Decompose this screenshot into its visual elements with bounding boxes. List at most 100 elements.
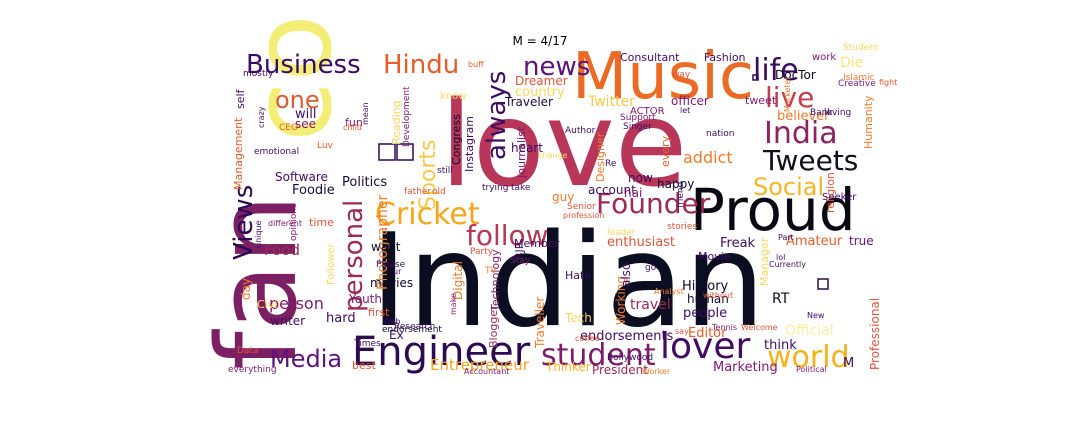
word-journalist: Journalist	[515, 126, 528, 179]
word-every: every	[659, 135, 672, 167]
word-crazy: crazy	[257, 106, 266, 128]
word-m: M	[843, 356, 854, 371]
word-true: true	[849, 234, 874, 248]
word-software: Software	[275, 170, 328, 184]
word-opinions: opinions	[289, 203, 299, 241]
word-times: Times	[353, 339, 381, 349]
word-traveller: Traveller	[533, 297, 547, 349]
word-political: Political	[796, 365, 827, 374]
word-re: Re	[605, 159, 617, 169]
word-one: one	[275, 86, 320, 114]
word-self: self	[234, 88, 247, 109]
word-follower: Follower	[326, 242, 337, 285]
word-trying: trying	[482, 183, 508, 193]
word-working: Working	[614, 276, 628, 325]
word-live: live	[765, 81, 814, 114]
word-technology: Technology	[489, 249, 502, 312]
word-friend: friend	[676, 182, 686, 208]
word-indian: Indian	[370, 207, 765, 356]
word-tv: TV	[484, 266, 497, 276]
word-founder: Founder	[596, 187, 711, 220]
word-world: world	[767, 340, 850, 375]
word-amateur: Amateur	[786, 234, 843, 249]
word-without: without	[703, 291, 733, 300]
word-religion: religion	[824, 172, 837, 213]
word-travel: travel	[630, 297, 671, 313]
word-management: Management	[232, 117, 245, 190]
word-stay: Stay	[510, 256, 531, 266]
word-singer: Singer	[623, 122, 652, 132]
word-people: people	[683, 306, 727, 321]
word-social: Social	[753, 173, 824, 201]
word-professional: Professional	[868, 298, 882, 370]
word-hate: Hate	[565, 269, 591, 282]
word-guy: guy	[552, 190, 574, 204]
word-fashion: Fashion	[704, 51, 746, 64]
word-freak: Freak	[720, 236, 756, 251]
word-best: best	[352, 359, 376, 372]
word-say: say	[675, 327, 689, 336]
word-work: work	[812, 52, 836, 63]
word-part: Part	[778, 233, 794, 242]
word-new: New	[807, 311, 825, 320]
word-think: think	[764, 338, 797, 353]
word-human: human	[687, 292, 729, 306]
word-proud: Proud	[690, 176, 856, 244]
word-manager: Manager	[758, 237, 771, 286]
word-bollywood: Bollywood	[607, 353, 653, 363]
word-heart: heart	[511, 141, 543, 155]
word-loving: loving	[824, 108, 851, 118]
word-traveler: Traveler	[504, 95, 553, 109]
word-life: life	[753, 53, 799, 88]
word-congress: Congress	[450, 114, 463, 165]
word-officer: officer	[671, 94, 709, 108]
word-person: person	[269, 294, 324, 313]
word-official: Official	[785, 323, 834, 339]
word-civil: Civil	[257, 298, 280, 311]
word-editor: Editor	[688, 326, 727, 341]
word-now: now	[628, 171, 653, 185]
word-research: Research	[394, 322, 435, 332]
word-always: always	[482, 71, 512, 160]
word-digital: Digital	[451, 261, 465, 300]
word-reading: Reading	[390, 100, 403, 145]
word-foodie: Foodie	[292, 183, 335, 198]
word-luv: Luv	[317, 141, 334, 151]
word-child: child	[343, 123, 362, 132]
word-hard: hard	[326, 311, 356, 326]
word-go: go	[645, 263, 657, 273]
word-tech: Tech	[564, 311, 592, 325]
word-business: Business	[246, 50, 361, 80]
word-mean: mean	[361, 102, 370, 125]
word-unique: unique	[254, 220, 263, 248]
word-currently: Currently	[769, 260, 806, 269]
word-fan: fan	[193, 194, 321, 370]
word-movie: Movie	[698, 250, 731, 263]
word-blogger: Blogger	[487, 305, 500, 348]
word-endorsements: endorsements	[580, 329, 674, 344]
word-dreamer: Dreamer	[515, 74, 568, 88]
word-thinker: Thinker	[545, 360, 591, 374]
word-worker: Worker	[642, 367, 671, 376]
word-instagram: Instagram	[463, 116, 476, 172]
word-ex: Ex	[389, 328, 404, 342]
word-history: History	[682, 279, 729, 294]
word-marketer: Marketer	[783, 76, 792, 112]
word-movies: movies	[370, 276, 413, 290]
word-nation: nation	[706, 129, 734, 139]
word-president: President	[592, 363, 648, 377]
word-data: Data	[237, 346, 259, 356]
word-development: Development	[402, 86, 412, 147]
word-let: let	[680, 106, 690, 115]
word-fight: fight	[879, 78, 897, 87]
word-coffee: coffee	[575, 334, 600, 343]
word-love: love	[440, 75, 687, 213]
word-analyst: Analyst	[654, 287, 684, 296]
word-fun: fun	[345, 116, 363, 129]
word-country: country	[515, 85, 565, 100]
glyph-box	[752, 74, 759, 81]
word-endorsement: endorsement	[382, 325, 442, 335]
word-student: Student	[843, 43, 879, 53]
word-entrepreneur: Entrepreneur	[430, 356, 530, 374]
